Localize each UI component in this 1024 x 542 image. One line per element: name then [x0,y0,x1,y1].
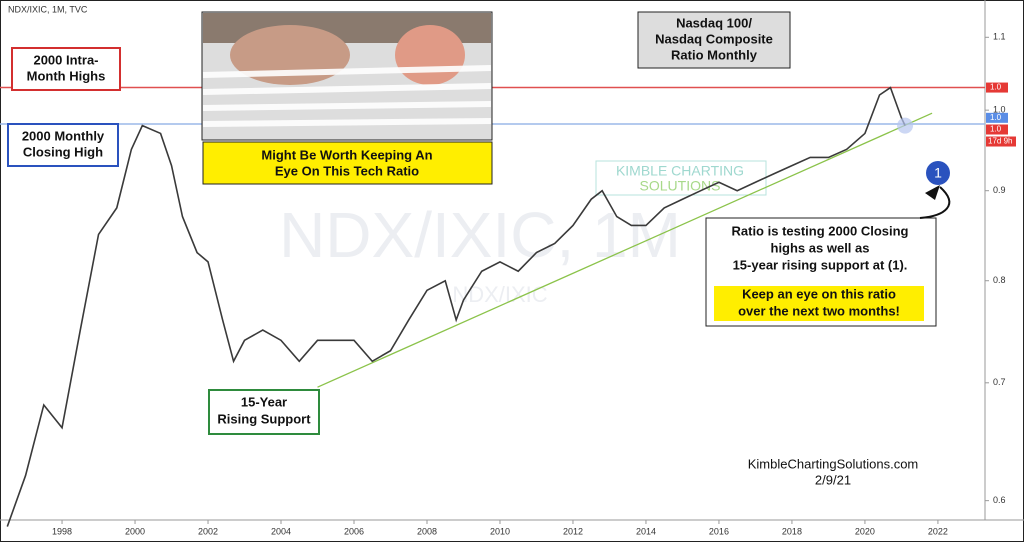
logo: KIMBLE CHARTING [616,163,744,179]
price-label-text: 1.0 [990,113,1002,122]
callout: Closing High [23,144,103,159]
logo: SOLUTIONS [640,178,721,194]
countdown-box [986,136,1016,147]
price-label [986,124,1008,135]
callout: Eye On This Tech Ratio [275,163,419,178]
callout-box [208,389,320,435]
price-label-text: 1.0 [990,83,1002,92]
credit: 2/9/21 [815,472,851,487]
callout: highs as well as [771,240,870,255]
y-tick-label: 1.1 [993,32,1006,42]
callout: 15-year rising support at (1). [733,257,908,272]
price-label [986,112,1008,123]
watermark: NDX/IXIC [452,282,547,307]
y-tick-label: 0.9 [993,185,1006,195]
marker [926,161,950,185]
callout: 15-Year [241,394,287,409]
callout-box [714,286,924,321]
callout: Keep an eye on this ratio [742,286,896,301]
arrow [925,185,940,200]
x-tick-label: 1998 [52,526,72,536]
watermark: NDX/IXIC, 1M [279,199,681,271]
x-tick-label: 2016 [709,526,729,536]
title: Nasdaq Composite [655,31,773,46]
x-tick-label: 2008 [417,526,437,536]
countdown: 17d 9h [988,137,1012,146]
y-tick-label: 0.8 [993,275,1006,285]
callout: over the next two months! [738,303,900,318]
y-tick-label: 0.6 [993,495,1006,505]
x-tick-label: 2002 [198,526,218,536]
title-box [637,11,791,69]
callout: 2000 Intra- [33,52,98,67]
photo [201,11,493,141]
callout: Month Highs [27,68,106,83]
x-tick-label: 2006 [344,526,364,536]
highlight [897,117,914,134]
x-tick-label: 2022 [928,526,948,536]
callout: Ratio is testing 2000 Closing [732,223,909,238]
x-tick-label: 2004 [271,526,291,536]
price-label [986,82,1008,93]
x-tick-label: 2014 [636,526,656,536]
callout: 2000 Monthly [22,128,105,143]
callout: Rising Support [217,411,311,426]
x-tick-label: 2000 [125,526,145,536]
x-tick-label: 2020 [855,526,875,536]
trendline [317,112,933,388]
y-tick-label: 0.7 [993,377,1006,387]
x-tick-label: 2012 [563,526,583,536]
title: Ratio Monthly [671,47,758,62]
title: Nasdaq 100/ [676,15,752,30]
credit: KimbleChartingSolutions.com [748,456,919,471]
callout: Might Be Worth Keeping An [261,147,432,162]
price-label-text: 1.0 [990,125,1002,134]
callout-box [11,47,121,91]
header: NDX/IXIC, 1M, TVC [8,4,88,14]
callout-box [7,123,119,167]
series-line [6,86,906,527]
y-tick-label: 1.0 [993,105,1006,115]
arrow [919,186,951,219]
x-tick-label: 2010 [490,526,510,536]
callout-box [202,141,493,185]
x-tick-label: 2018 [782,526,802,536]
marker: 1 [934,165,942,181]
